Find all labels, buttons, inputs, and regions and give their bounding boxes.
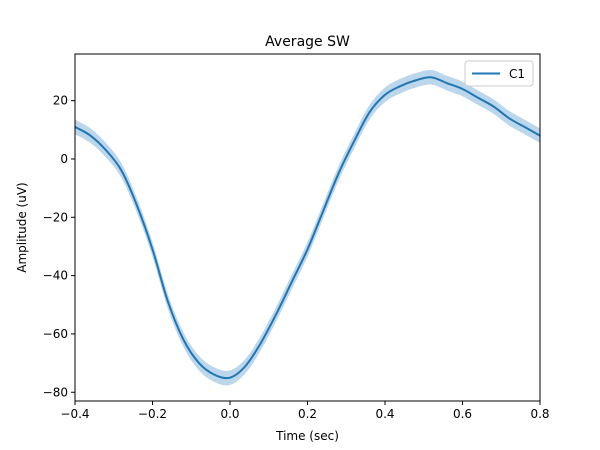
y-tick-label: −20 [43, 210, 68, 224]
x-tick-label: 0.2 [298, 407, 317, 421]
x-tick-label: 0.0 [220, 407, 239, 421]
x-tick-label: −0.2 [138, 407, 167, 421]
confidence-band-layer [75, 69, 540, 386]
y-tick-label: −80 [43, 385, 68, 399]
x-tick-label: −0.4 [60, 407, 89, 421]
y-axis-label: Amplitude (uV) [15, 182, 29, 273]
y-axis-ticks: −80 −60 −40 −20 0 20 [43, 94, 75, 399]
confidence-band [75, 69, 540, 386]
y-tick-label: −40 [43, 269, 68, 283]
y-tick-label: 0 [60, 152, 68, 166]
x-tick-label: 0.8 [530, 407, 549, 421]
legend: C1 [464, 60, 534, 87]
x-tick-label: 0.4 [375, 407, 394, 421]
x-axis-label: Time (sec) [275, 429, 339, 443]
chart-title: Average SW [265, 34, 350, 50]
legend-label: C1 [509, 67, 525, 81]
x-axis-ticks: −0.4 −0.2 0.0 0.2 0.4 0.6 0.8 [60, 401, 550, 421]
series-line-layer [74, 76, 541, 380]
x-tick-label: 0.6 [453, 407, 472, 421]
y-tick-label: 20 [53, 94, 68, 108]
series-line [74, 76, 541, 380]
y-tick-label: −60 [43, 327, 68, 341]
